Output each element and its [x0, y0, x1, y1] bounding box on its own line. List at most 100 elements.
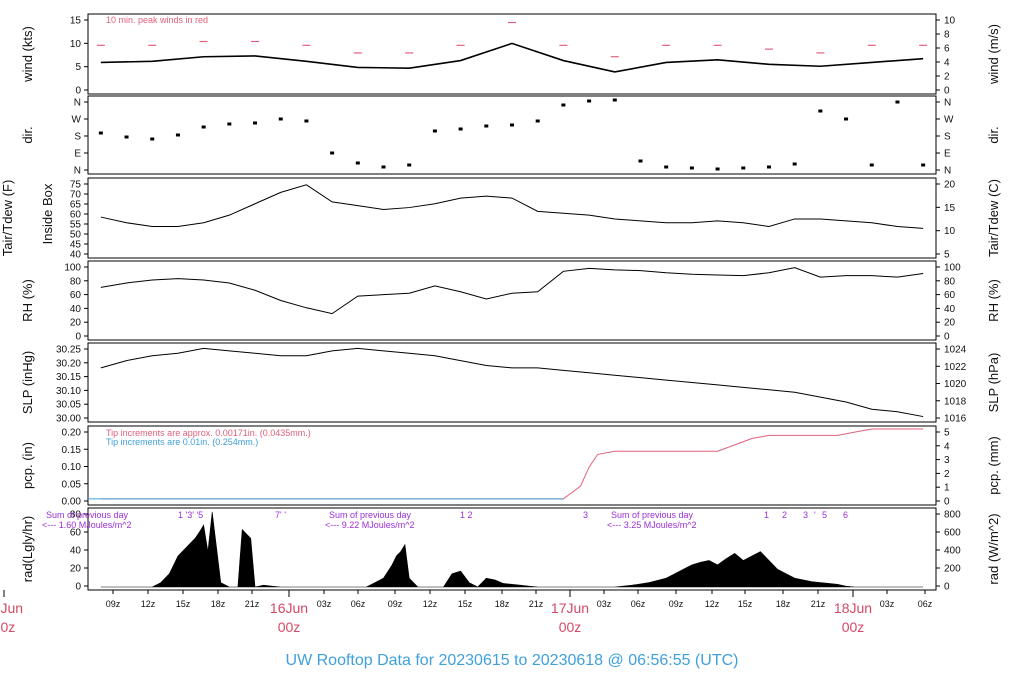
hour-tick-label: 21z — [529, 599, 544, 609]
panel-slp: 30.00 30.05 30.10 30.15 30.20 30.25 1016 1018 10… — [20, 342, 1001, 425]
ytick-left-label: E — [74, 149, 81, 160]
hour-tick-label: 12z — [423, 599, 438, 609]
ytick-right-label: 60 — [944, 290, 956, 301]
ytick-right-label: 5 — [944, 428, 950, 439]
ytick-right-label: 0 — [944, 332, 950, 343]
ytick-right-label: 4 — [944, 441, 950, 452]
ytick-right-label: 0 — [944, 582, 950, 593]
rad-hour-marker: 1 — [764, 510, 769, 520]
ytick-left-label: 45 — [70, 240, 82, 251]
dir-point — [844, 117, 849, 121]
ytick-left-label: 10 — [70, 39, 82, 50]
ytick-right-label: E — [944, 149, 951, 160]
ytick-left-label: 0 — [75, 86, 81, 97]
ytick-right-label: 8 — [944, 30, 950, 41]
pcp-note-2: Tip increments are 0.01in. (0.254mm.) — [106, 437, 258, 447]
hour-tick-label: 15z — [176, 599, 191, 609]
ylabel-left: wind (kts) — [20, 26, 35, 83]
hour-tick-label: 09z — [388, 599, 403, 609]
rad-hour-marker: 3 — [583, 510, 588, 520]
ytick-right-label: 1016 — [944, 414, 967, 425]
ytick-right-label: 10 — [944, 16, 956, 27]
ytick-right-label: 0 — [944, 86, 950, 97]
day-hour-label: 00z — [842, 619, 865, 635]
dir-point — [201, 125, 206, 129]
ylabel-right: Tair/Tdew (C) — [986, 179, 1001, 257]
ytick-left-label: 30.15 — [56, 372, 81, 383]
hour-tick-label: 18z — [211, 599, 226, 609]
ytick-left-label: 30.00 — [56, 414, 81, 425]
hour-tick-label: 15z — [458, 599, 473, 609]
panel-frame-temp — [87, 177, 937, 259]
dir-point — [766, 165, 771, 169]
dir-point — [278, 117, 283, 121]
hour-tick-label: 18z — [776, 599, 791, 609]
ytick-right-label: 1020 — [944, 379, 967, 390]
time-axis: 09z 12z 15z 18z 21z 03z 06z 09z 12z 15z 18z 21z 03z 0… — [0, 590, 933, 635]
dir-point — [124, 135, 129, 139]
hour-tick-label: 21z — [811, 599, 826, 609]
dir-point — [510, 123, 514, 127]
ytick-right-label: 4 — [944, 58, 950, 69]
dir-point — [227, 122, 232, 126]
ytick-left-label: 0.15 — [62, 445, 82, 456]
ytick-left-label: 80 — [70, 510, 82, 521]
wind-series-line — [100, 42, 924, 73]
ytick-right-label: 80 — [944, 276, 956, 287]
hour-tick-label: 15z — [738, 599, 753, 609]
temp-series-line — [100, 184, 924, 229]
rad-sum-line1: Sum of previous day — [46, 510, 129, 520]
ytick-left-label: 50 — [70, 230, 82, 241]
ytick-right-label: 100 — [944, 263, 961, 274]
ylabel-left: pcp. (in) — [20, 442, 35, 489]
dir-point — [458, 127, 463, 131]
panel-frame-wind — [87, 13, 937, 95]
ytick-left-label: 30.20 — [56, 358, 81, 369]
day-hour-label: 00z — [0, 619, 15, 635]
ytick-left-label: 80 — [70, 276, 82, 287]
ytick-left-label: N — [74, 166, 81, 177]
ytick-left-label: 0.05 — [62, 479, 82, 490]
ytick-left-label: 30.05 — [56, 400, 81, 411]
ylabel-right: SLP (hPa) — [986, 353, 1001, 413]
pcp-series-line — [100, 428, 924, 500]
rad-hour-marker: 3 — [803, 510, 808, 520]
ytick-right-label: 2 — [944, 72, 950, 83]
rad-hour-markers: 1 '3' '5 — [178, 510, 203, 520]
rad-hour-markers: 7' ' — [275, 510, 286, 520]
hour-tick-label: 12z — [141, 599, 156, 609]
dir-point — [330, 151, 335, 155]
ytick-left-label: 70 — [70, 190, 82, 201]
dir-point — [869, 163, 874, 167]
hour-tick-label: 18z — [495, 599, 510, 609]
ytick-right-label: 1022 — [944, 362, 967, 373]
dir-point — [304, 119, 309, 123]
dir-point — [715, 167, 720, 171]
panel-frame-pcp — [87, 425, 937, 506]
ytick-left-label: 30.10 — [56, 386, 81, 397]
hour-tick-label: 09z — [669, 599, 684, 609]
ytick-right-label: 6 — [944, 44, 950, 55]
dir-point — [612, 98, 617, 102]
ytick-left-label: 15 — [70, 16, 82, 27]
panel-wind: 0 5 10 15 0 2 4 6 8 10 wind (kts) wind (m/s) 10 min.… — [20, 13, 1001, 97]
ytick-left-label: S — [74, 132, 81, 143]
hour-tick-label: 06z — [631, 599, 646, 609]
dir-point — [587, 99, 592, 103]
ylabel-left: RH (%) — [20, 279, 35, 322]
rad-hour-marker: 6 — [843, 510, 848, 520]
ytick-left-label: 0 — [75, 332, 81, 343]
rad-hour-marker: ' — [814, 510, 816, 520]
ytick-left-label: 0.20 — [62, 428, 82, 439]
dir-point — [175, 133, 180, 137]
panel-frame-rad — [87, 507, 937, 591]
dir-point — [818, 109, 823, 113]
ytick-left-label: N — [74, 98, 81, 109]
day-label: 18Jun — [834, 600, 872, 616]
ytick-right-label: 20 — [944, 318, 956, 329]
hour-tick-label: 06z — [351, 599, 366, 609]
